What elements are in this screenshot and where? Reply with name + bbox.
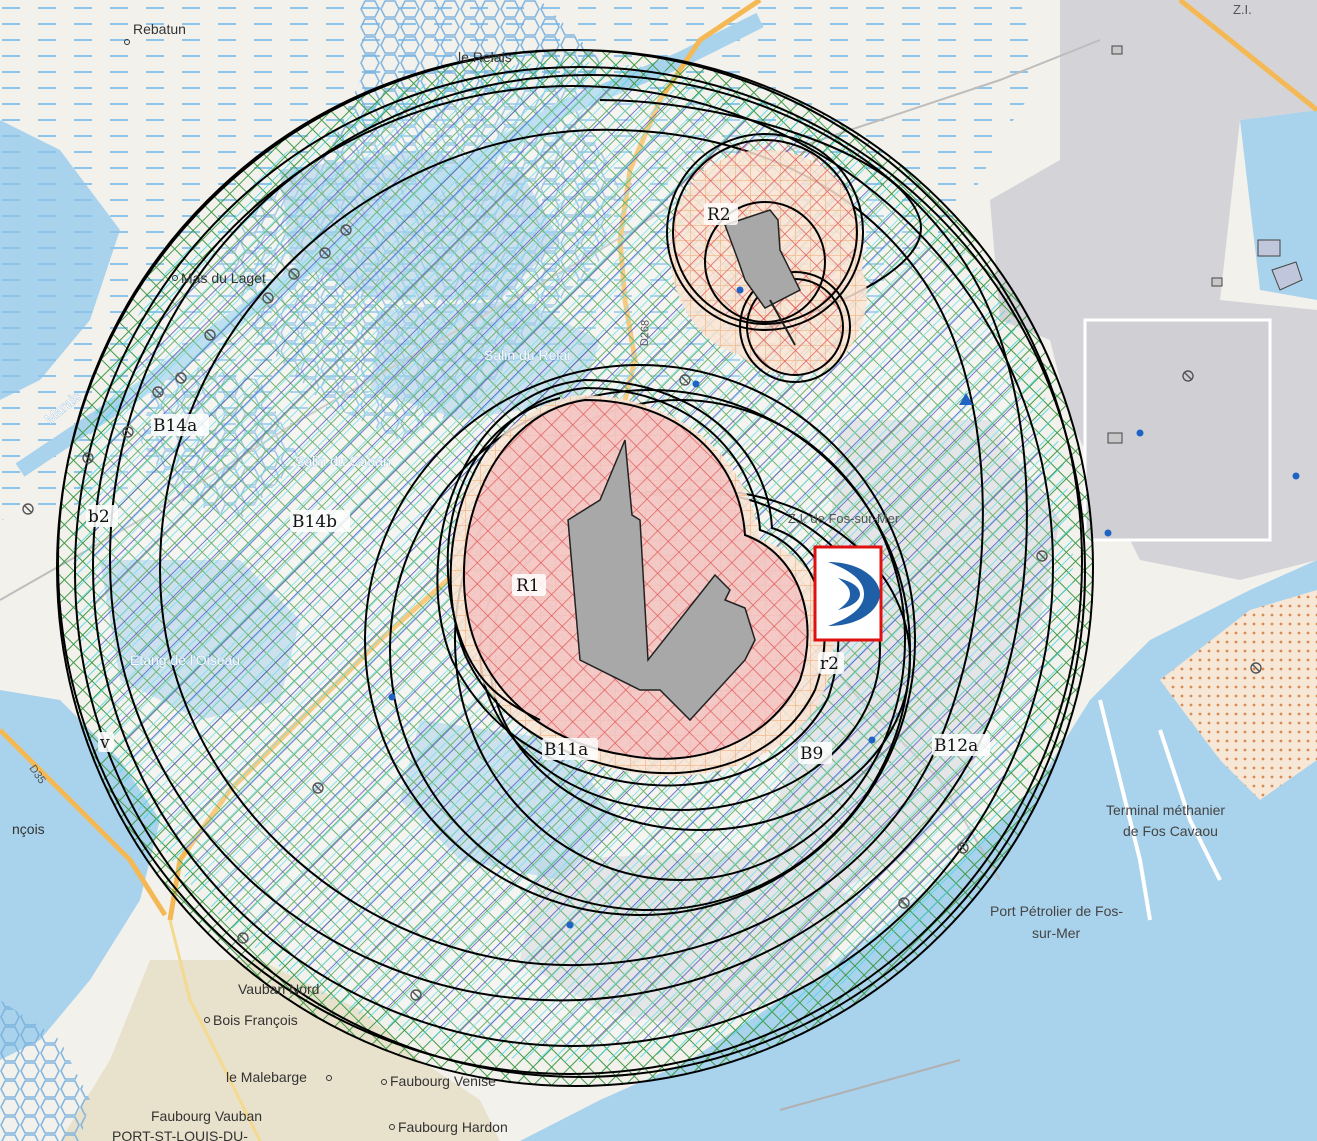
place-faubourg-vauban: Faubourg Vauban — [151, 1108, 262, 1124]
building-icon — [1211, 277, 1223, 287]
place-dot — [389, 1124, 395, 1130]
poi-dot — [692, 380, 700, 388]
zone-label-v: v — [99, 733, 110, 753]
ring-b14a — [108, 73, 1028, 1002]
ring-outer-4 — [92, 85, 1054, 1047]
pipeline-r2 — [769, 299, 796, 346]
ring-outer-3 — [74, 66, 1086, 1078]
ring-r1-1 — [462, 398, 809, 760]
place-le-relais: le Relais — [458, 49, 512, 65]
ring-r1-4 — [446, 397, 561, 721]
place-rebatun: Rebatun — [133, 21, 186, 37]
ring-r2-2 — [666, 133, 864, 331]
zone-labels: B14a B14b b2 v R1 R2 r2 B11a B9 B12a — [86, 203, 990, 764]
zone-label-b9: B9 — [800, 744, 823, 764]
quay-line — [779, 1059, 961, 1111]
ring-r1-3 — [436, 378, 840, 787]
place-dot — [204, 1017, 210, 1023]
ring-r2-5 — [739, 271, 851, 383]
highlight-box[interactable] — [813, 545, 883, 642]
zone-label-b14a: B14a — [153, 416, 197, 436]
place-dot — [381, 1079, 387, 1085]
port-terminal-line2: de Fos Cavaou — [1123, 823, 1218, 839]
building-icon — [1257, 239, 1281, 257]
poi-markers — [22, 45, 1303, 1001]
zone-label-r2: R2 — [707, 205, 731, 225]
poi-dot — [1292, 472, 1300, 480]
place-dot — [326, 1075, 332, 1081]
place-mas-du-laget: Mas du Laget — [181, 270, 266, 286]
zone-label-b11a: B11a — [544, 740, 588, 760]
wellhead-icon — [22, 224, 1262, 1001]
zone-label-b2: b2 — [88, 507, 110, 527]
highlighted-logo[interactable] — [813, 545, 883, 642]
urban-area — [60, 960, 500, 1141]
sea-area — [520, 560, 1317, 1141]
salt-marsh-cells-sw — [0, 1000, 90, 1141]
poi-dot — [388, 693, 396, 701]
road-d35 — [0, 728, 168, 917]
poi-dot — [736, 286, 744, 294]
place-zi-fos: Z.I. de Fos-sur-Mer — [788, 511, 900, 526]
place-dot — [172, 275, 178, 281]
port-petrolier-line2: sur-Mer — [1032, 925, 1081, 941]
installation-r2 — [724, 209, 802, 309]
crescent-logo-icon — [828, 562, 880, 626]
zone-label-b14b: B14b — [292, 512, 337, 532]
place-zi: Z.I. — [1233, 2, 1252, 17]
ring-b14b — [158, 128, 984, 967]
triangle-marker-icon — [959, 393, 973, 405]
road-d268-label: D268 — [639, 320, 652, 347]
installation-r1 — [567, 439, 756, 722]
risk-zones — [56, 49, 1094, 1087]
ring-outer-2 — [57, 49, 1083, 1075]
poi-dot — [566, 921, 574, 929]
place-vauban-nord: Vauban Nord — [238, 981, 319, 997]
place-le-malebarge: le Malebarge — [226, 1069, 307, 1085]
place-faubourg-hardon: Faubourg Hardon — [398, 1119, 508, 1135]
road-vauban — [168, 919, 262, 1141]
place-bois-francois: Bois François — [213, 1012, 298, 1028]
road-east — [1178, 0, 1317, 112]
zone-label-r2-small: r2 — [820, 654, 839, 674]
water-salin-du-relai: Salin du Relai — [484, 347, 570, 363]
port-petrolier-line1: Port Pétrolier de Fos- — [990, 903, 1123, 919]
water-etang-oiseau: Étang de l'Oiseau — [130, 652, 240, 668]
poi-dot — [868, 736, 876, 744]
place-dot — [124, 39, 130, 45]
poi-dot — [1136, 429, 1144, 437]
zone-label-b12a: B12a — [934, 736, 978, 756]
jetty-2 — [1158, 729, 1222, 881]
sand-dots — [1160, 590, 1317, 800]
depot-block — [1083, 318, 1272, 542]
place-francois: nçois — [12, 821, 45, 837]
place-faubourg-venise: Faubourg Venise — [390, 1073, 496, 1089]
place-port-st-louis: PORT-ST-LOUIS-DU- — [112, 1128, 248, 1141]
ring-r2-3 — [704, 201, 826, 323]
ring-r1-2 — [449, 386, 826, 775]
ring-r2-1 — [672, 139, 858, 325]
building-icon — [1107, 432, 1123, 444]
building-icon — [1271, 261, 1303, 291]
poi-dot — [1104, 529, 1112, 537]
water-salin-du-caban: Salin du Caban — [295, 453, 391, 469]
building-icon — [1111, 45, 1123, 55]
ring-b12a — [364, 364, 916, 916]
jetty — [1098, 699, 1152, 921]
zone-label-r1: R1 — [516, 576, 540, 596]
port-terminal-line1: Terminal méthanier — [1106, 802, 1225, 818]
